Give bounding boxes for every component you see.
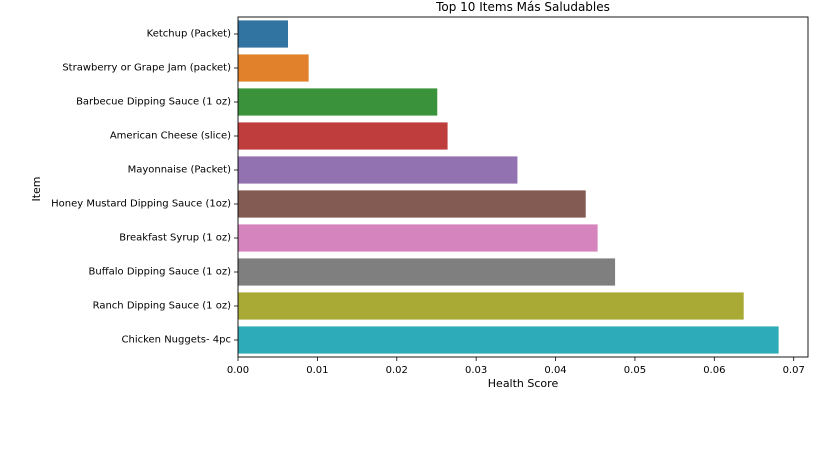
- x-tick-label: 0.00: [227, 365, 249, 376]
- bar-8: [238, 292, 744, 320]
- bar-6: [238, 224, 598, 252]
- x-tick-label: 0.03: [465, 365, 487, 376]
- plot-frame: [237, 16, 809, 358]
- x-axis-ticks: 0.00 0.01 0.02 0.03 0.04 0.05 0.06 0.07: [227, 357, 805, 376]
- x-tick-label: 0.06: [703, 365, 725, 376]
- bar-1: [238, 54, 309, 82]
- y-tick-label: Breakfast Syrup (1 oz): [119, 233, 231, 244]
- x-tick-label: 0.05: [624, 365, 646, 376]
- y-tick-label: Buffalo Dipping Sauce (1 oz): [89, 267, 232, 278]
- x-tick-label: 0.07: [783, 365, 805, 376]
- bars-layer: [238, 20, 779, 354]
- bar-2: [238, 88, 438, 116]
- x-tick-label: 0.02: [386, 365, 408, 376]
- y-axis-ticks: Ketchup (Packet) Strawberry or Grape Jam …: [51, 29, 238, 346]
- y-tick-label: Honey Mustard Dipping Sauce (1oz): [51, 199, 231, 210]
- y-tick-label: Ranch Dipping Sauce (1 oz): [93, 301, 231, 312]
- bar-0: [238, 20, 289, 48]
- y-tick-label: Ketchup (Packet): [147, 29, 231, 40]
- y-tick-label: Barbecue Dipping Sauce (1 oz): [76, 97, 231, 108]
- x-tick-label: 0.01: [306, 365, 328, 376]
- x-axis-label: Health Score: [488, 377, 559, 390]
- bar-4: [238, 156, 518, 184]
- y-tick-label: Mayonnaise (Packet): [128, 165, 232, 176]
- y-tick-label: Strawberry or Grape Jam (packet): [62, 63, 231, 74]
- y-tick-label: Chicken Nuggets- 4pc: [122, 335, 232, 346]
- bar-9: [238, 326, 779, 354]
- chart-title: Top 10 Items Más Saludables: [435, 0, 610, 14]
- bar-5: [238, 190, 586, 218]
- bar-7: [238, 258, 616, 286]
- bar-3: [238, 122, 448, 150]
- y-tick-label: American Cheese (slice): [110, 131, 231, 142]
- x-tick-label: 0.04: [544, 365, 566, 376]
- y-axis-label: Item: [30, 176, 43, 201]
